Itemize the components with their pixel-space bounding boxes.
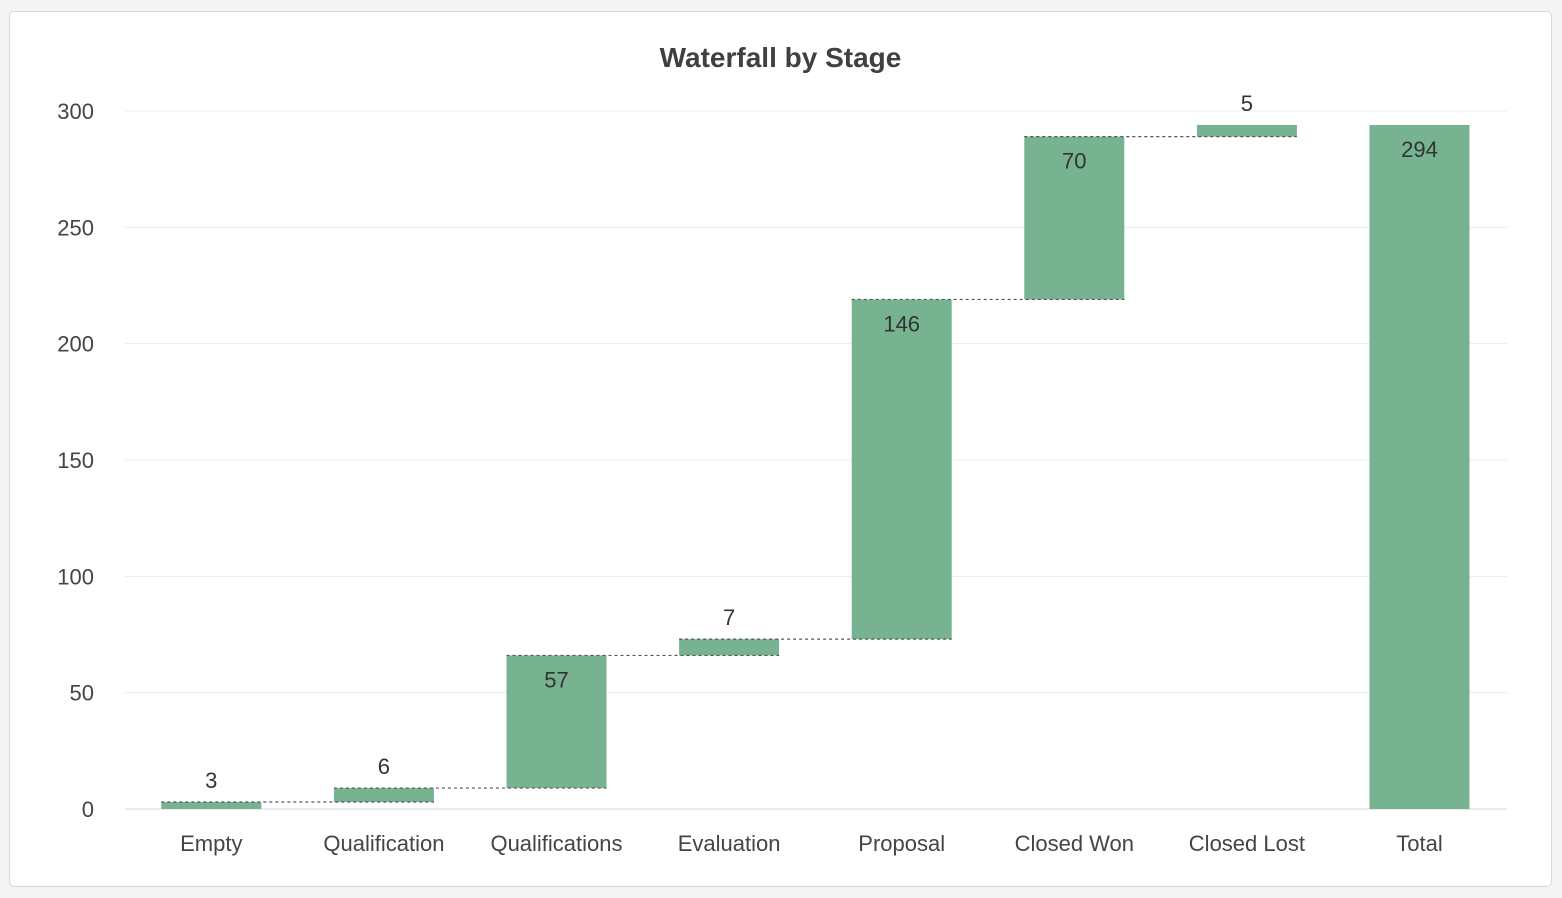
waterfall-bar (333, 788, 434, 803)
data-label: 6 (378, 754, 390, 779)
data-label: 294 (1401, 137, 1438, 162)
x-tick-label: Qualification (323, 831, 444, 856)
waterfall-bar (506, 655, 607, 789)
waterfall-bar (851, 299, 952, 640)
waterfall-bar (679, 639, 780, 656)
chart-card: Waterfall by Stage 0 50 100 150 200 250 300 3 Em… (9, 11, 1552, 887)
y-tick-label: 100 (57, 564, 94, 589)
y-tick-label: 150 (57, 448, 94, 473)
data-label: 5 (1241, 91, 1253, 116)
waterfall-bar (1196, 124, 1297, 137)
data-label: 146 (883, 311, 920, 336)
x-tick-label: Qualifications (490, 831, 622, 856)
data-label: 57 (544, 667, 568, 692)
x-tick-label: Empty (180, 831, 242, 856)
y-tick-label: 0 (82, 797, 94, 822)
x-tick-label: Evaluation (678, 831, 781, 856)
data-label: 7 (723, 605, 735, 630)
x-tick-label: Proposal (858, 831, 945, 856)
y-tick-label: 200 (57, 332, 94, 357)
y-tick-label: 250 (57, 215, 94, 240)
data-label: 70 (1062, 149, 1086, 174)
x-tick-label: Closed Lost (1189, 831, 1305, 856)
waterfall-bar (161, 802, 262, 809)
waterfall-chart: 0501001502002503003Empty6Qualification57… (57, 91, 1507, 856)
waterfall-bar (1369, 124, 1470, 809)
y-tick-label: 50 (70, 681, 94, 706)
x-tick-label: Total (1396, 831, 1442, 856)
chart-title: Waterfall by Stage (659, 42, 902, 73)
y-tick-label: 300 (57, 99, 94, 124)
x-tick-label: Closed Won (1015, 831, 1134, 856)
waterfall-bar (1024, 136, 1125, 300)
data-label: 3 (205, 768, 217, 793)
